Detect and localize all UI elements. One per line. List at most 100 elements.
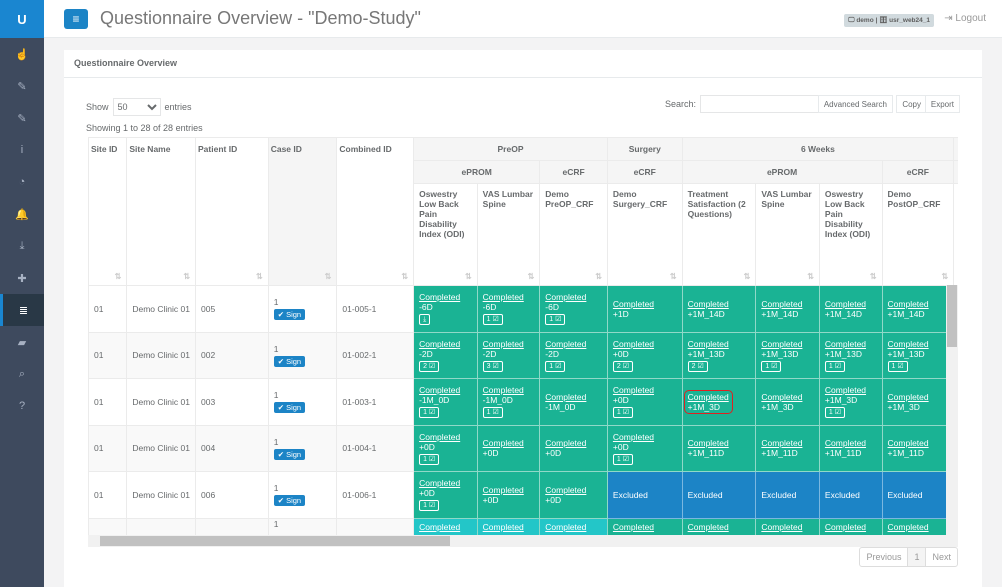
count-badge[interactable]: 2 ☑ (687, 360, 708, 372)
sort-icon[interactable]: ⇅ (401, 272, 409, 281)
sort-ascending-icon[interactable]: ⇅ (324, 272, 332, 281)
sidebar-item-bell[interactable]: 🔔 (0, 198, 44, 230)
status-link[interactable]: Completed (545, 484, 587, 495)
status-cell[interactable]: Completed +1M_11D (818, 424, 883, 472)
status-link[interactable]: Completed (687, 438, 729, 449)
status-cell[interactable]: Completed +0D 1 ☑ (413, 424, 478, 472)
status-cell[interactable]: Completed (681, 517, 757, 535)
status-cell[interactable]: Completed +1M_13D 1 ☑ (881, 331, 955, 379)
sign-button[interactable]: ✔ Sign (273, 309, 306, 321)
status-cell[interactable]: Completed +1M_14D (755, 285, 820, 333)
count-badge[interactable]: 1 ☑ (419, 453, 440, 465)
status-cell[interactable]: Completed +1M_13D 1 ☑ (755, 331, 820, 379)
logo[interactable]: U (0, 0, 44, 38)
status-cell[interactable]: Completed -1M_0D (539, 378, 608, 426)
sort-icon[interactable]: ⇅ (183, 272, 191, 281)
sidebar-item-download[interactable]: ⤓ (0, 230, 44, 262)
questionnaire-header[interactable]: Oswestry Low Back Pain Disability Index … (818, 183, 883, 286)
status-link[interactable]: Completed (419, 292, 461, 303)
status-cell[interactable]: Completed +0D 1 ☑ (606, 378, 683, 426)
status-link[interactable]: Completed (482, 484, 524, 495)
status-link[interactable]: Completed (419, 385, 461, 396)
status-link[interactable]: Completed (761, 438, 803, 449)
sign-button[interactable]: ✔ Sign (273, 495, 306, 507)
status-cell[interactable]: Completed (606, 517, 683, 535)
status-link[interactable]: Completed (545, 391, 587, 402)
questionnaire-header[interactable]: Treatment Satisfaction (2 Questions)⇅ (953, 183, 958, 286)
status-cell[interactable]: Completed +0D (476, 471, 541, 519)
status-cell[interactable]: Completed +0D 1 ☑ (606, 424, 683, 472)
status-cell[interactable]: Completed -6D 1 ☑ (476, 285, 541, 333)
vertical-scroll-thumb[interactable] (947, 285, 957, 347)
count-badge[interactable]: 1 ☑ (887, 360, 908, 372)
status-cell[interactable]: Completed +1M_14D (818, 285, 883, 333)
status-link[interactable]: Completed (612, 521, 655, 532)
status-link[interactable]: Completed (687, 521, 729, 532)
status-cell[interactable]: Completed +1M_14D (681, 285, 757, 333)
status-cell[interactable]: Completed +0D (539, 471, 608, 519)
status-link[interactable]: Completed (612, 298, 655, 309)
status-link[interactable]: Completed (887, 438, 929, 449)
column-header[interactable]: Site ID ⇅ (88, 137, 128, 286)
status-cell[interactable]: Completed (755, 517, 820, 535)
status-link[interactable]: Completed (824, 521, 867, 532)
sidebar-item-dashboard[interactable]: ◔ (0, 166, 44, 198)
column-header[interactable]: Case ID ⇅ (267, 137, 338, 286)
status-link[interactable]: Completed (482, 292, 524, 303)
status-cell[interactable]: Completed +1M_14D (881, 285, 955, 333)
status-cell[interactable]: Completed +1D (606, 285, 683, 333)
search-input[interactable] (700, 95, 820, 113)
status-cell[interactable]: Completed +1M_3D 1 ☑ (818, 378, 883, 426)
status-link[interactable]: Completed (612, 338, 655, 349)
status-cell[interactable]: Completed (881, 517, 955, 535)
logout-link[interactable]: ⇥ Logout (944, 13, 986, 24)
questionnaire-header[interactable]: Demo PostOP_CRF ⇅ (881, 183, 955, 286)
status-link[interactable]: Completed (761, 298, 803, 309)
count-badge[interactable]: 1 ☑ (824, 360, 846, 372)
status-cell[interactable]: Completed +1M_13D 2 ☑ (681, 331, 757, 379)
status-cell[interactable]: Completed -1M_0D 1 ☑ (476, 378, 541, 426)
advanced-search-button[interactable]: Advanced Search (817, 95, 893, 113)
status-link[interactable]: Completed (545, 338, 587, 349)
status-cell[interactable]: Completed -6D 1 ☑ (539, 285, 608, 333)
sort-icon[interactable]: ⇅ (595, 272, 602, 281)
status-cell[interactable]: Completed -2D 1 ☑ (539, 331, 608, 379)
status-cell[interactable]: Completed +0D (539, 424, 608, 472)
status-link[interactable]: Completed (824, 385, 867, 396)
status-cell[interactable]: Completed +0D (476, 424, 541, 472)
status-link[interactable]: Completed (482, 385, 524, 396)
sort-icon[interactable]: ⇅ (114, 272, 122, 281)
questionnaire-header[interactable]: Demo PreOP_CRF ⇅ (539, 183, 608, 286)
status-link[interactable]: Completed (545, 292, 587, 303)
count-badge[interactable]: 1 ☑ (824, 407, 846, 419)
sort-icon[interactable]: ⇅ (869, 272, 877, 281)
status-cell[interactable]: Completed (539, 517, 608, 535)
sidebar-item-pencil[interactable]: ✎ (0, 102, 44, 134)
count-badge[interactable]: 1 ☑ (419, 407, 440, 419)
status-link[interactable]: Completed (419, 478, 461, 489)
sidebar-item-pencil[interactable]: ✎ (0, 70, 44, 102)
count-badge[interactable]: 1 ☑ (482, 407, 503, 419)
status-link[interactable]: Completed (761, 521, 803, 532)
previous-button[interactable]: Previous (860, 548, 909, 566)
count-badge[interactable]: 1 ☑ (482, 314, 503, 326)
count-badge[interactable]: 3 ☑ (482, 360, 503, 372)
sort-icon[interactable]: ⇅ (669, 272, 677, 281)
sidebar-item-book[interactable]: ▰ (0, 326, 44, 358)
status-cell[interactable]: Completed (818, 517, 883, 535)
sort-icon[interactable]: ⇅ (527, 272, 535, 281)
status-cell[interactable]: Completed -6D ⤓ (413, 285, 478, 333)
sidebar-item-info[interactable]: i (0, 134, 44, 166)
column-header[interactable]: Combined ID ⇅ (336, 137, 415, 286)
status-link[interactable]: Completed (824, 298, 867, 309)
status-link[interactable]: Completed (612, 385, 655, 396)
status-cell[interactable]: Completed -1M_0D 1 ☑ (413, 378, 478, 426)
status-link[interactable]: Completed (687, 391, 729, 402)
status-link[interactable]: Completed (545, 521, 587, 532)
status-link[interactable]: Completed (482, 338, 524, 349)
menu-toggle-button[interactable]: ≡ (64, 9, 88, 29)
status-cell[interactable]: Completed +1M_13D 1 ☑ (818, 331, 883, 379)
count-badge[interactable]: 2 ☑ (419, 360, 440, 372)
status-link[interactable]: Completed (824, 438, 867, 449)
horizontal-scrollbar[interactable] (88, 535, 958, 547)
